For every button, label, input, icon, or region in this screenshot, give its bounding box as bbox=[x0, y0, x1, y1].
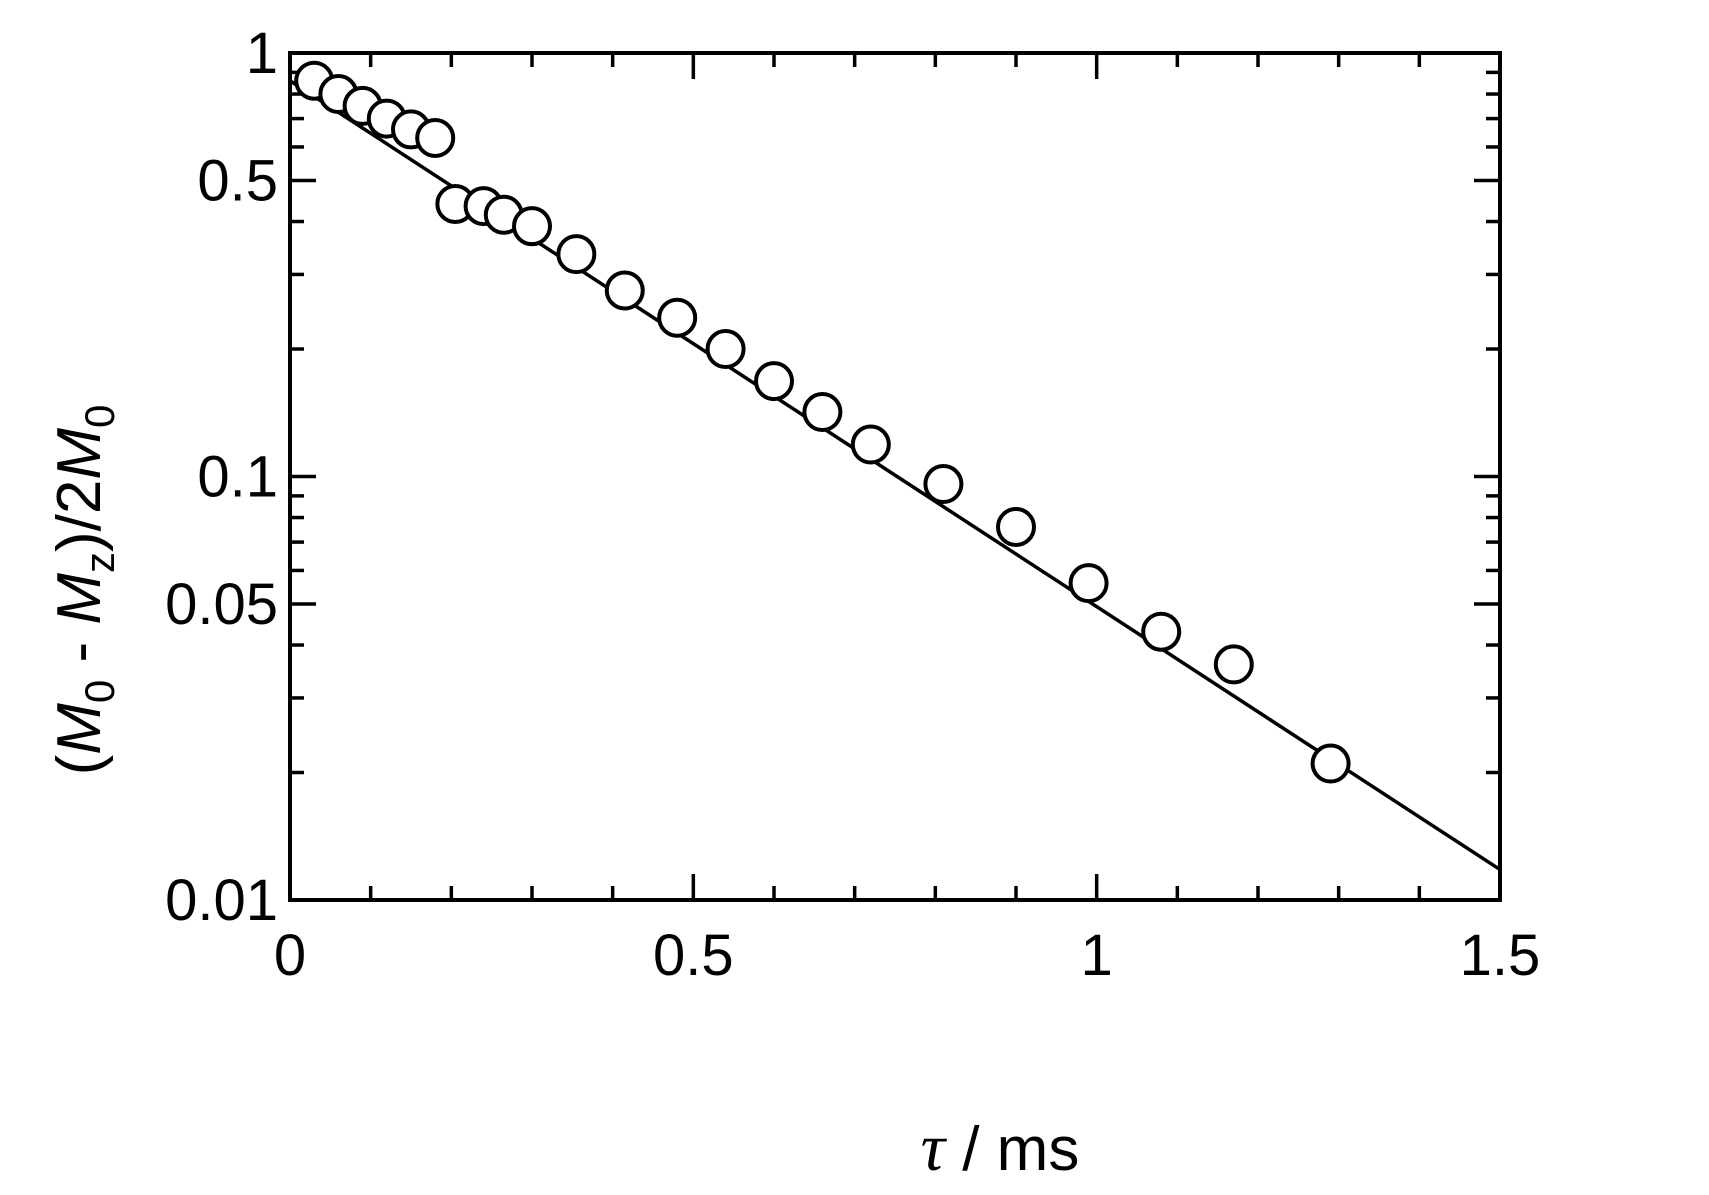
data-point bbox=[1141, 611, 1182, 652]
data-point bbox=[1310, 743, 1351, 784]
data-point bbox=[1213, 644, 1254, 685]
x-axis-title: τ / ms bbox=[921, 1109, 1080, 1185]
y-title-m0-denom: M bbox=[45, 428, 114, 480]
x-tick-label: 1.5 bbox=[1460, 923, 1541, 988]
y-tick-label: 0.01 bbox=[165, 868, 278, 933]
data-point bbox=[1068, 563, 1109, 604]
minor-ticks bbox=[290, 53, 1500, 900]
x-tick-labels: 0 0.5 1 1.5 bbox=[274, 923, 1540, 988]
data-point bbox=[604, 270, 645, 311]
y-title-subz: z bbox=[76, 552, 123, 573]
y-axis-title: (M0 - Mz)/2M0 bbox=[45, 405, 123, 776]
plot-frame bbox=[288, 51, 1502, 902]
data-point bbox=[657, 297, 698, 338]
y-title-sub0-denom: 0 bbox=[76, 405, 123, 428]
data-point bbox=[996, 506, 1036, 547]
y-title-minus: - bbox=[45, 625, 114, 680]
y-title-m0: M bbox=[45, 703, 114, 755]
data-point bbox=[754, 361, 794, 402]
x-tick-label: 0 bbox=[274, 923, 306, 988]
data-point bbox=[705, 329, 746, 370]
y-tick-label: 1 bbox=[246, 21, 278, 86]
y-tick-label: 0.5 bbox=[197, 148, 278, 213]
y-title-paren-close: )/2 bbox=[45, 480, 114, 552]
y-title-sub0: 0 bbox=[76, 680, 123, 703]
y-tick-labels: 1 0.5 0.1 0.05 0.01 bbox=[165, 21, 278, 933]
y-tick-label: 0.1 bbox=[197, 445, 278, 510]
data-point bbox=[850, 424, 891, 465]
x-tick-label: 0.5 bbox=[653, 923, 734, 988]
x-tick-label: 1 bbox=[1081, 923, 1113, 988]
data-point bbox=[802, 392, 843, 433]
data-point bbox=[415, 117, 456, 158]
data-point bbox=[512, 206, 552, 247]
data-point bbox=[923, 464, 964, 505]
x-axis-unit: / ms bbox=[945, 1115, 1079, 1184]
data-points bbox=[294, 60, 1351, 784]
data-point bbox=[556, 234, 597, 275]
x-axis-symbol: τ bbox=[921, 1109, 948, 1185]
y-title-paren-open: ( bbox=[45, 754, 114, 775]
y-tick-label: 0.05 bbox=[165, 572, 278, 637]
y-title-mz: M bbox=[45, 573, 114, 625]
